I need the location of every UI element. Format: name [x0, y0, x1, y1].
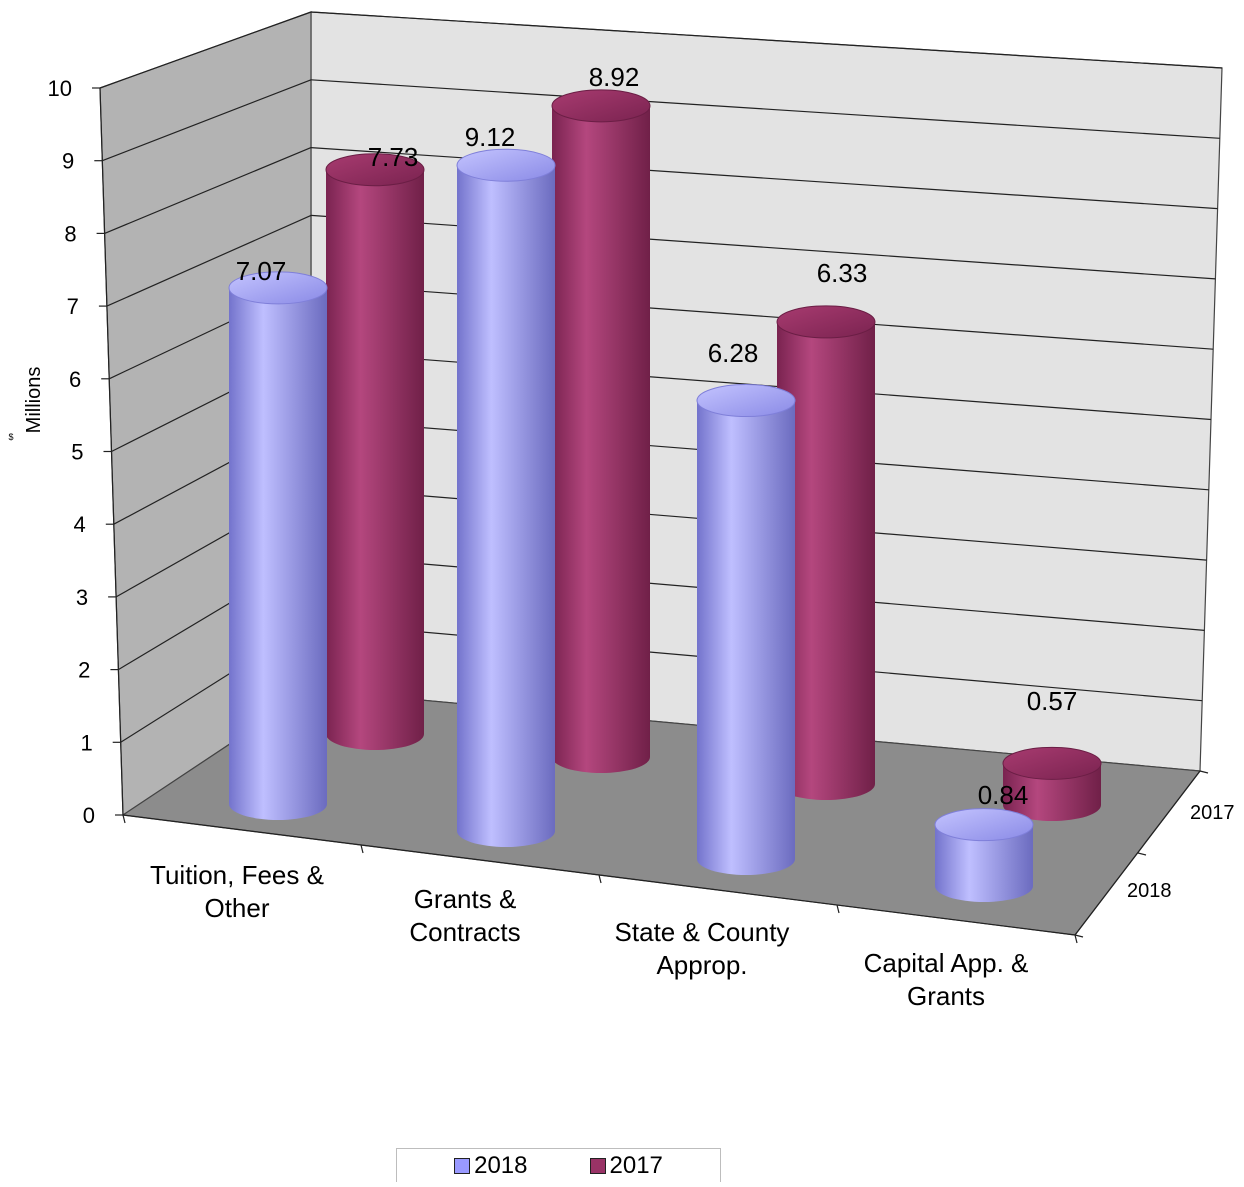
x-tick-label: State & County Approp. [615, 917, 790, 980]
x-tick-label-line: Other [204, 893, 269, 923]
legend: 2018 2017 [396, 1148, 721, 1182]
x-tick-label: Capital App. & Grants [864, 948, 1029, 1011]
cylinders [228, 89, 1102, 902]
y-tick-label: 4 [74, 512, 86, 537]
x-tick-label-line: Approp. [656, 950, 747, 980]
cylinder-top [456, 148, 556, 182]
cylinder-body [552, 105, 650, 774]
cylinder-top [551, 89, 651, 123]
cylinder-body [457, 165, 555, 848]
cylinder-body [777, 321, 875, 800]
x-tick-label-line: State & County [615, 917, 790, 947]
legend-label-2018: 2018 [474, 1151, 528, 1179]
x-tick-mark [598, 874, 602, 884]
legend-item-2017: 2017 [589, 1151, 663, 1180]
gridline-side [104, 147, 312, 234]
gridline-side [102, 79, 312, 162]
y-tick-label: 6 [69, 367, 81, 392]
x-tick-label: Tuition, Fees & Other [150, 860, 324, 923]
gridline-side [106, 214, 312, 307]
x-tick-label-line: Grants [907, 981, 985, 1011]
cylinder-top [696, 384, 796, 418]
y-tick-label: 3 [76, 585, 88, 610]
cylinder-2018-0 [228, 271, 328, 820]
x-tick-label-line: Contracts [409, 917, 520, 947]
legend-swatch-2017 [589, 1157, 606, 1174]
x-tick-mark [360, 844, 364, 854]
cylinder-top [776, 305, 876, 339]
y-axis-prefix: $ [8, 432, 13, 442]
data-label-2017: 0.57 [1027, 686, 1078, 716]
depth-tick-mark [1074, 934, 1084, 938]
cylinder-body [935, 824, 1033, 902]
x-tick-label-line: Grants & [414, 884, 517, 914]
y-axis-line [99, 87, 124, 816]
legend-item-2018: 2018 [454, 1151, 528, 1180]
depth-tick-mark [1137, 852, 1147, 856]
y-tick-label: 10 [48, 76, 72, 101]
y-tick-label: 1 [80, 730, 92, 755]
x-tick-label: Grants & Contracts [409, 884, 520, 947]
x-tick-mark [122, 814, 126, 824]
data-label-2018: 9.12 [465, 122, 516, 152]
data-labels: 7.07 9.12 6.28 0.84 7.73 8.92 6.33 0.57 [236, 62, 1078, 810]
cylinder-2018-3 [934, 808, 1034, 902]
y-tick-label: 8 [64, 221, 76, 246]
x-tick-label-line: Capital App. & [864, 948, 1029, 978]
legend-swatch-2018 [454, 1157, 471, 1174]
cylinder-2017-2 [776, 305, 876, 800]
cylinder-2017-1 [551, 89, 651, 774]
cylinder-2017-3 [1002, 746, 1102, 821]
x-tick-mark [1074, 934, 1078, 944]
cylinder-2018-1 [456, 148, 556, 848]
y-tick-label: 5 [71, 440, 83, 465]
depth-label: 2017 [1190, 802, 1235, 824]
depth-axis-line [1074, 770, 1201, 936]
gridline-side [99, 11, 312, 89]
gridline-back [310, 11, 1223, 69]
cylinder-body [697, 400, 795, 875]
x-axis: Tuition, Fees & Other Grants & Contracts Sta… [122, 814, 1078, 1011]
cylinder-2017-0 [325, 153, 425, 750]
y-axis: 0 1 2 3 4 5 6 7 8 9 10 [48, 76, 124, 828]
x-tick-label-line: Tuition, Fees & [150, 860, 324, 890]
y-tick-label: 2 [78, 658, 90, 683]
y-tick-label: 0 [83, 803, 95, 828]
data-label-2018: 6.28 [708, 338, 759, 368]
cylinder-body [326, 169, 424, 750]
depth-label: 2018 [1127, 880, 1172, 902]
cylinder-top [934, 808, 1034, 842]
data-label-2018: 7.07 [236, 256, 287, 286]
data-label-2017: 7.73 [368, 142, 419, 172]
cylinder-body [229, 287, 327, 820]
cylinder-2018-2 [696, 384, 796, 875]
depth-tick-mark [1199, 770, 1209, 774]
data-label-2018: 0.84 [978, 780, 1029, 810]
y-axis-title: Millions [23, 367, 45, 434]
cylinder-top [1002, 746, 1102, 780]
depth-axis: 2017 2018 [1074, 770, 1235, 938]
cylinder-top [325, 153, 425, 187]
data-label-2017: 6.33 [817, 258, 868, 288]
gridline-back [310, 79, 1220, 139]
x-tick-mark [836, 904, 840, 914]
y-tick-label: 9 [62, 149, 74, 174]
cylinder-top [228, 271, 328, 305]
legend-label-2017: 2017 [609, 1151, 663, 1179]
y-tick-label: 7 [67, 294, 79, 319]
data-label-2017: 8.92 [589, 62, 640, 92]
